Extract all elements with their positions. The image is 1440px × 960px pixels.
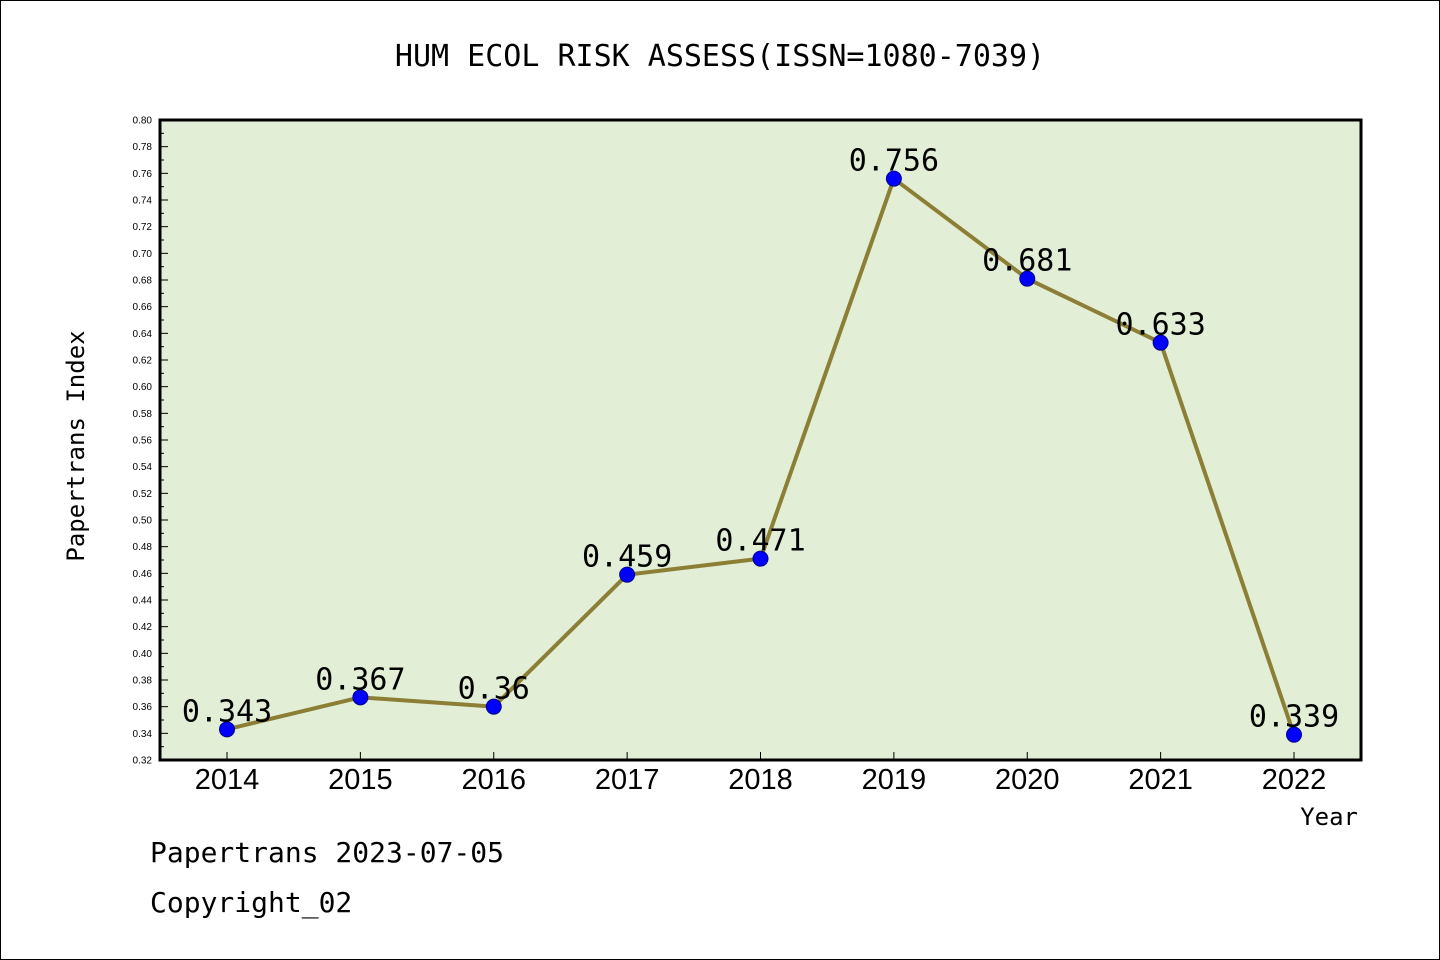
y-axis: 0.32 0.34 0.36 0.38 0.40 0.42 0.44 0.46 0.48 0.50… <box>133 116 168 767</box>
data-label: 0.339 <box>1249 700 1339 735</box>
y-tick-label: 0.64 <box>133 329 153 340</box>
x-tick-label: 2022 <box>1262 764 1327 796</box>
y-tick-label: 0.54 <box>133 462 153 473</box>
x-tick-label: 2015 <box>328 764 393 796</box>
y-tick-label: 0.80 <box>133 116 153 127</box>
data-point <box>885 170 902 187</box>
data-label: 0.459 <box>582 540 672 575</box>
data-point <box>1019 270 1036 287</box>
plot-area <box>158 118 1363 762</box>
data-label: 0.681 <box>982 244 1072 279</box>
y-tick-label: 0.52 <box>133 489 153 500</box>
y-tick-label: 0.44 <box>133 596 153 607</box>
data-point <box>352 689 369 706</box>
x-tick-label: 2017 <box>595 764 660 796</box>
chart-title: HUM ECOL RISK ASSESS(ISSN=1080-7039) <box>395 39 1045 74</box>
data-label: 0.367 <box>315 662 405 697</box>
data-point <box>485 698 502 715</box>
data-label: 0.756 <box>849 144 939 179</box>
y-tick-label: 0.32 <box>133 756 153 767</box>
y-tick-label: 0.48 <box>133 542 153 553</box>
x-tick-label: 2019 <box>862 764 927 796</box>
y-tick-label: 0.76 <box>133 169 153 180</box>
x-tick-label: 2020 <box>995 764 1060 796</box>
y-tick-label: 0.36 <box>133 702 153 713</box>
data-point <box>1152 334 1169 351</box>
footer-copyright: Copyright_02 <box>150 886 353 919</box>
y-tick-label: 0.78 <box>133 142 153 153</box>
y-tick-label: 0.34 <box>133 729 153 740</box>
x-tick-label: 2021 <box>1128 764 1193 796</box>
y-tick-label: 0.62 <box>133 356 153 367</box>
data-label: 0.36 <box>458 672 530 707</box>
data-label: 0.343 <box>182 694 272 729</box>
y-tick-label: 0.58 <box>133 409 153 420</box>
x-tick-label: 2016 <box>461 764 526 796</box>
y-tick-label: 0.74 <box>133 196 153 207</box>
y-tick-label: 0.68 <box>133 276 153 287</box>
data-point <box>619 566 636 583</box>
x-axis: 2014 2015 2016 2017 2018 2019 2020 2021 2022 <box>195 752 1327 796</box>
x-tick-label: 2014 <box>195 764 260 796</box>
data-point <box>219 721 235 738</box>
footer-date: Papertrans 2023-07-05 <box>150 836 505 869</box>
y-tick-label: 0.42 <box>133 622 153 633</box>
series-group: 0.343 0.367 0.36 0.459 0.471 0.756 0.681 0.633 0… <box>182 144 1339 743</box>
y-tick-label: 0.70 <box>133 249 153 260</box>
data-point <box>1286 726 1302 743</box>
x-axis-label: Year <box>1300 803 1358 831</box>
y-tick-label: 0.60 <box>133 382 153 393</box>
data-point <box>752 550 769 567</box>
data-label: 0.471 <box>715 524 805 559</box>
y-tick-label: 0.40 <box>133 649 153 660</box>
x-tick-label: 2018 <box>728 764 793 796</box>
y-tick-label: 0.72 <box>133 222 153 233</box>
y-tick-label: 0.46 <box>133 569 153 580</box>
y-tick-label: 0.56 <box>133 436 153 447</box>
y-tick-label: 0.38 <box>133 676 153 687</box>
y-axis-label: Papertrans Index <box>62 330 90 561</box>
data-label: 0.633 <box>1115 308 1205 343</box>
y-tick-label: 0.66 <box>133 302 153 313</box>
y-tick-label: 0.50 <box>133 516 153 527</box>
